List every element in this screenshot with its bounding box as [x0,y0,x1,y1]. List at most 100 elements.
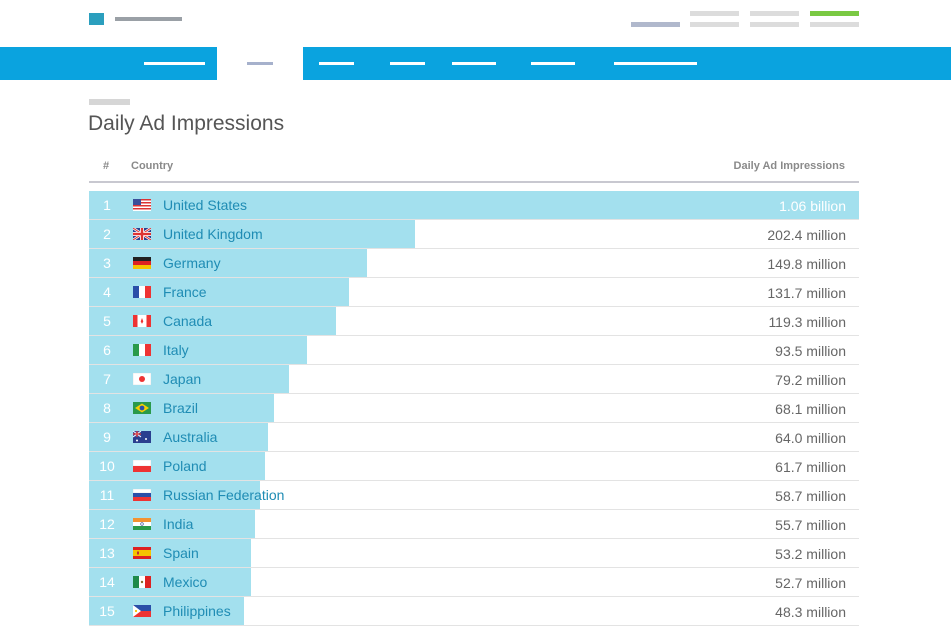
row-rank: 12 [99,516,115,532]
impressions-bar [89,365,289,393]
utility-link-2-sub[interactable] [690,22,739,27]
row-country-link[interactable]: Spain [163,545,199,561]
row-rank: 3 [103,255,111,271]
table-row[interactable]: 2 United Kingdom 202.4 million [89,220,859,249]
table-body: 1 United States 1.06 billion 2 United Kingdo… [89,191,859,626]
impressions-table: # Country Daily Ad Impressions 1 United S… [89,150,859,626]
italy-flag-icon [133,344,151,356]
row-country-link[interactable]: Italy [163,342,189,358]
column-header-impressions[interactable]: Daily Ad Impressions [733,160,845,172]
table-row[interactable]: 6 Italy 93.5 million [89,336,859,365]
row-impressions-value: 61.7 million [775,459,846,475]
impressions-bar [89,394,274,422]
row-country-link[interactable]: Australia [163,429,218,445]
nav-item-3[interactable] [310,47,362,80]
row-country-link[interactable]: Poland [163,458,207,474]
impressions-bar [89,191,859,219]
nav-item-2-active[interactable] [217,47,303,80]
nav-item-1[interactable] [131,47,217,80]
row-rank: 2 [103,226,111,242]
impressions-bar [89,249,367,277]
nav-item-7[interactable] [605,47,705,80]
row-country-link[interactable]: India [163,516,194,532]
nav-item-label [247,62,273,65]
section-kicker [89,99,130,105]
uk-flag-icon [133,228,151,240]
row-rank: 7 [103,371,111,387]
impressions-bar [89,510,255,538]
row-country-link[interactable]: United States [163,197,248,213]
row-country-link[interactable]: Germany [163,255,221,271]
table-row[interactable]: 5 Canada 119.3 million [89,307,859,336]
nav-item-label [143,62,205,65]
row-country-link[interactable]: United Kingdom [163,226,263,242]
nav-item-label [318,62,354,65]
row-country-link[interactable]: Philippines [163,603,231,619]
column-header-rank[interactable]: # [103,160,110,172]
table-row[interactable]: 14 Mexico 52.7 million [89,568,859,597]
row-impressions-value: 119.3 million [768,314,846,330]
poland-flag-icon [133,460,151,472]
impressions-bar [89,597,244,625]
russia-flag-icon [133,489,151,501]
row-rank: 10 [99,458,115,474]
utility-link-3[interactable] [750,11,799,16]
table-row[interactable]: 7 Japan 79.2 million [89,365,859,394]
nav-item-6[interactable] [525,47,581,80]
row-impressions-value: 93.5 million [775,343,846,359]
table-row[interactable]: 15 Philippines 48.3 million [89,597,859,626]
row-impressions-value: 202.4 million [767,227,846,243]
spain-flag-icon [133,547,151,559]
impressions-bar [89,423,268,451]
table-row[interactable]: 8 Brazil 68.1 million [89,394,859,423]
row-impressions-value: 58.7 million [775,488,846,504]
france-flag-icon [133,286,151,298]
column-header-country[interactable]: Country [131,160,174,172]
impressions-bar [89,307,336,335]
row-rank: 13 [99,545,115,561]
japan-flag-icon [133,373,151,385]
nav-item-4[interactable] [382,47,432,80]
row-rank: 15 [99,603,115,619]
table-row[interactable]: 11 Russian Federation 58.7 million [89,481,859,510]
table-row[interactable]: 4 France 131.7 million [89,278,859,307]
nav-item-5[interactable] [445,47,503,80]
row-country-link[interactable]: Japan [163,371,202,387]
table-row[interactable]: 3 Germany 149.8 million [89,249,859,278]
utility-link-3-sub[interactable] [750,22,799,27]
philippines-flag-icon [133,605,151,617]
row-country-link[interactable]: Brazil [163,400,199,416]
row-rank: 5 [103,313,111,329]
row-impressions-value: 55.7 million [775,517,846,533]
row-impressions-value: 68.1 million [775,401,846,417]
nav-item-label [531,62,575,65]
nav-item-label [613,62,697,65]
row-country-link[interactable]: Canada [163,313,213,329]
row-country-link[interactable]: France [163,284,207,300]
nav-item-label [452,62,496,65]
utility-link-4-highlight[interactable] [810,11,859,16]
row-impressions-value: 53.2 million [775,546,846,562]
utility-link-4-sub[interactable] [810,22,859,27]
logo-wordmark[interactable] [115,17,182,21]
table-row[interactable]: 1 United States 1.06 billion [89,191,859,220]
nav-item-label [389,62,425,65]
india-flag-icon [133,518,151,530]
row-rank: 1 [103,197,111,213]
page-title: Daily Ad Impressions [88,112,285,135]
mexico-flag-icon [133,576,151,588]
utility-link-1[interactable] [631,22,680,27]
row-impressions-value: 48.3 million [775,604,846,620]
row-country-link[interactable]: Mexico [163,574,208,590]
row-country-link[interactable]: Russian Federation [163,487,285,503]
brazil-flag-icon [133,402,151,414]
table-row[interactable]: 9 Australia 64.0 million [89,423,859,452]
utility-link-2[interactable] [690,11,739,16]
row-impressions-value: 1.06 billion [779,198,846,214]
logo-icon[interactable] [89,13,104,25]
table-row[interactable]: 12 India 55.7 million [89,510,859,539]
table-row[interactable]: 10 Poland 61.7 million [89,452,859,481]
impressions-bar [89,568,251,596]
row-impressions-value: 64.0 million [775,430,846,446]
table-row[interactable]: 13 Spain 53.2 million [89,539,859,568]
